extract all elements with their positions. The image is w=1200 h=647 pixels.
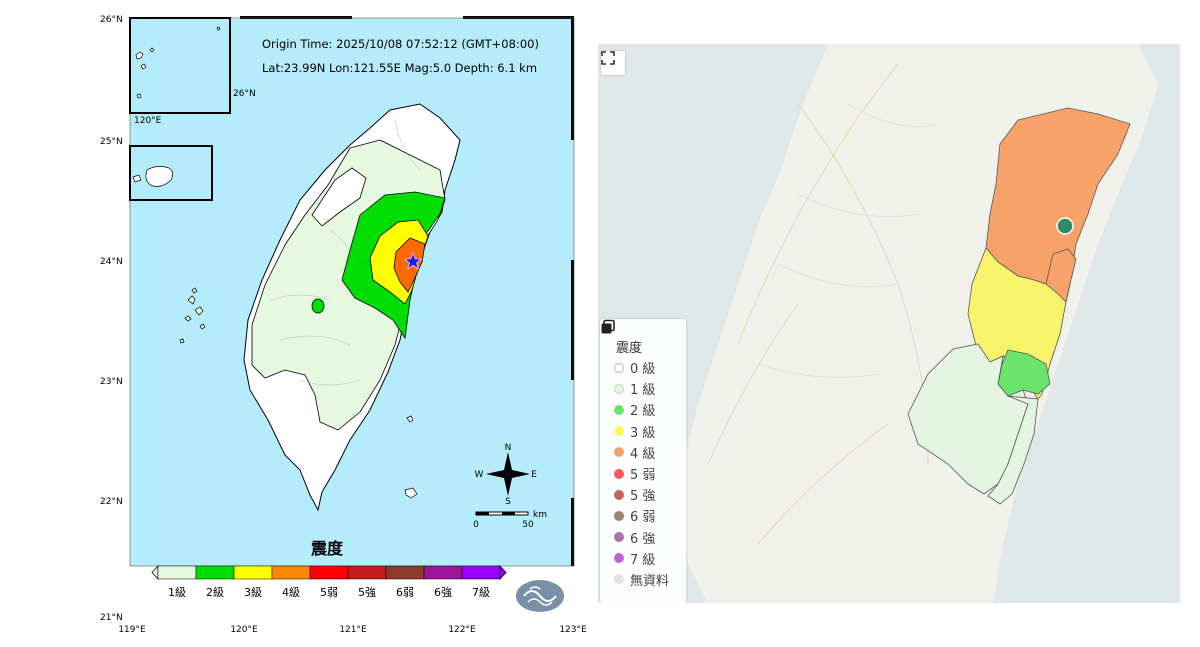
svg-text:N: N [505,443,512,453]
basemap [598,44,1180,603]
intensity-contour-map: 26°N 120°E Origin Time: 2025/10/08 07:52… [100,15,587,635]
legend-item: 3 級 [614,421,669,442]
legend-title: 震度 [310,539,344,558]
inset-lat-label: 26°N [233,89,256,99]
legend-swatch [614,404,624,415]
colorbar-swatch [347,565,387,580]
star-icon [403,252,423,270]
colorbar-swatch [309,565,349,580]
legend-item: 4 級 [614,442,669,463]
colorbar-label: 5強 [358,586,376,599]
colorbar-label: 5弱 [320,586,338,599]
svg-text:S: S [505,497,511,507]
svg-text:21°N: 21°N [100,613,123,623]
svg-text:22°N: 22°N [100,497,123,507]
svg-text:0: 0 [473,520,479,530]
legend-item: 5 弱 [614,463,669,484]
colorbar-swatch [271,565,311,580]
legend-swatch [614,447,624,458]
compass-icon: N S W E [475,443,538,507]
lat-labels: 26°N 25°N 24°N 23°N 22°N 21°N [100,15,123,623]
legend-label: 4 級 [630,446,656,462]
legend-swatch [614,574,624,585]
colorbar-swatch [195,565,235,580]
inset-kinmen [129,145,213,201]
legend-label: 3 級 [630,425,656,441]
svg-text:50: 50 [522,520,534,530]
colorbar-label: 7級 [472,586,490,599]
fullscreen-icon [601,51,615,65]
legend-item: 1 級 [614,378,669,399]
legend-label: 0 級 [630,362,656,378]
legend-item: 6 強 [614,527,669,548]
legend-swatch [614,532,624,543]
svg-text:W: W [475,470,484,480]
legend-list: 0 級 1 級 2 級 3 級 4 級 5 弱 5 強 6 弱 6 強 7 級無資料 [614,357,669,590]
svg-text:120°E: 120°E [230,625,258,635]
colorbar-arrow-left [151,564,159,581]
colorbar-swatch [385,565,425,580]
colorbar-label: 2級 [206,586,224,599]
legend-item: 7 級 [614,548,669,569]
layers-icon[interactable] [600,319,616,335]
inset-matsu: 26°N 120°E [129,17,256,126]
legend-label: 6 弱 [630,510,656,526]
fullscreen-button[interactable] [600,50,626,76]
svg-text:122°E: 122°E [448,625,476,635]
colorbar-swatch [461,565,501,580]
scale-bar: 0 50 km [473,510,547,530]
legend-swatch [614,426,624,437]
legend-swatch [614,510,624,521]
legend-label: 5 弱 [630,468,656,484]
legend-label: 1 級 [630,383,656,399]
intensity-colorbar: 1級 2級 3級 4級 5弱 5強 6弱 6強 7級 [151,564,507,599]
legend-swatch [614,468,624,479]
legend-label: 5 強 [630,489,656,505]
svg-text:km: km [533,510,547,520]
legend-item: 0 級 [614,357,669,378]
legend-swatch [614,489,624,500]
legend-swatch [614,362,624,373]
legend-item: 6 弱 [614,505,669,526]
penghu-islands [179,287,206,344]
colorbar-swatch [233,565,273,580]
legend-item: 無資料 [614,569,669,590]
cwa-logo-icon [516,580,564,612]
svg-text:121°E: 121°E [339,625,367,635]
lon-labels: 119°E 120°E 121°E 122°E 123°E [118,625,587,635]
svg-text:25°N: 25°N [100,137,123,147]
legend-item: 2 級 [614,399,669,420]
township-intensity-map[interactable]: 震度 0 級 1 級 2 級 3 級 4 級 5 弱 5 強 6 弱 6 強 7 級無資料 [598,44,1180,603]
svg-text:123°E: 123°E [559,625,587,635]
colorbar-arrow-right [499,564,507,581]
colorbar-label: 1級 [168,586,186,599]
legend-swatch [614,553,624,564]
colorbar-label: 6強 [434,586,452,599]
colorbar-swatch [157,565,197,580]
legend-label: 無資料 [630,573,670,589]
intensity-legend: 震度 0 級 1 級 2 級 3 級 4 級 5 弱 5 強 6 弱 6 強 7 級無資料 [600,319,686,603]
legend-item: 5 強 [614,484,669,505]
colorbar-label: 4級 [282,586,300,599]
legend-label: 6 強 [630,531,656,547]
inset-lon-label: 120°E [134,116,162,126]
location-line: Lat:23.99N Lon:121.55E Mag:5.0 Depth: 6.… [262,61,537,75]
legend-label: 7 級 [630,552,656,568]
legend-swatch [614,383,624,394]
epicenter-marker[interactable] [1056,217,1074,235]
colorbar-label: 6弱 [396,586,414,599]
legend-title: 震度 [616,341,643,356]
svg-text:E: E [531,470,537,480]
svg-text:24°N: 24°N [100,257,123,267]
svg-text:119°E: 119°E [118,625,146,635]
colorbar-label: 3級 [244,586,262,599]
colorbar-swatch [423,565,463,580]
origin-time: Origin Time: 2025/10/08 07:52:12 (GMT+08… [262,37,539,51]
svg-text:23°N: 23°N [100,377,123,387]
svg-text:26°N: 26°N [100,15,123,25]
legend-label: 2 級 [630,404,656,420]
